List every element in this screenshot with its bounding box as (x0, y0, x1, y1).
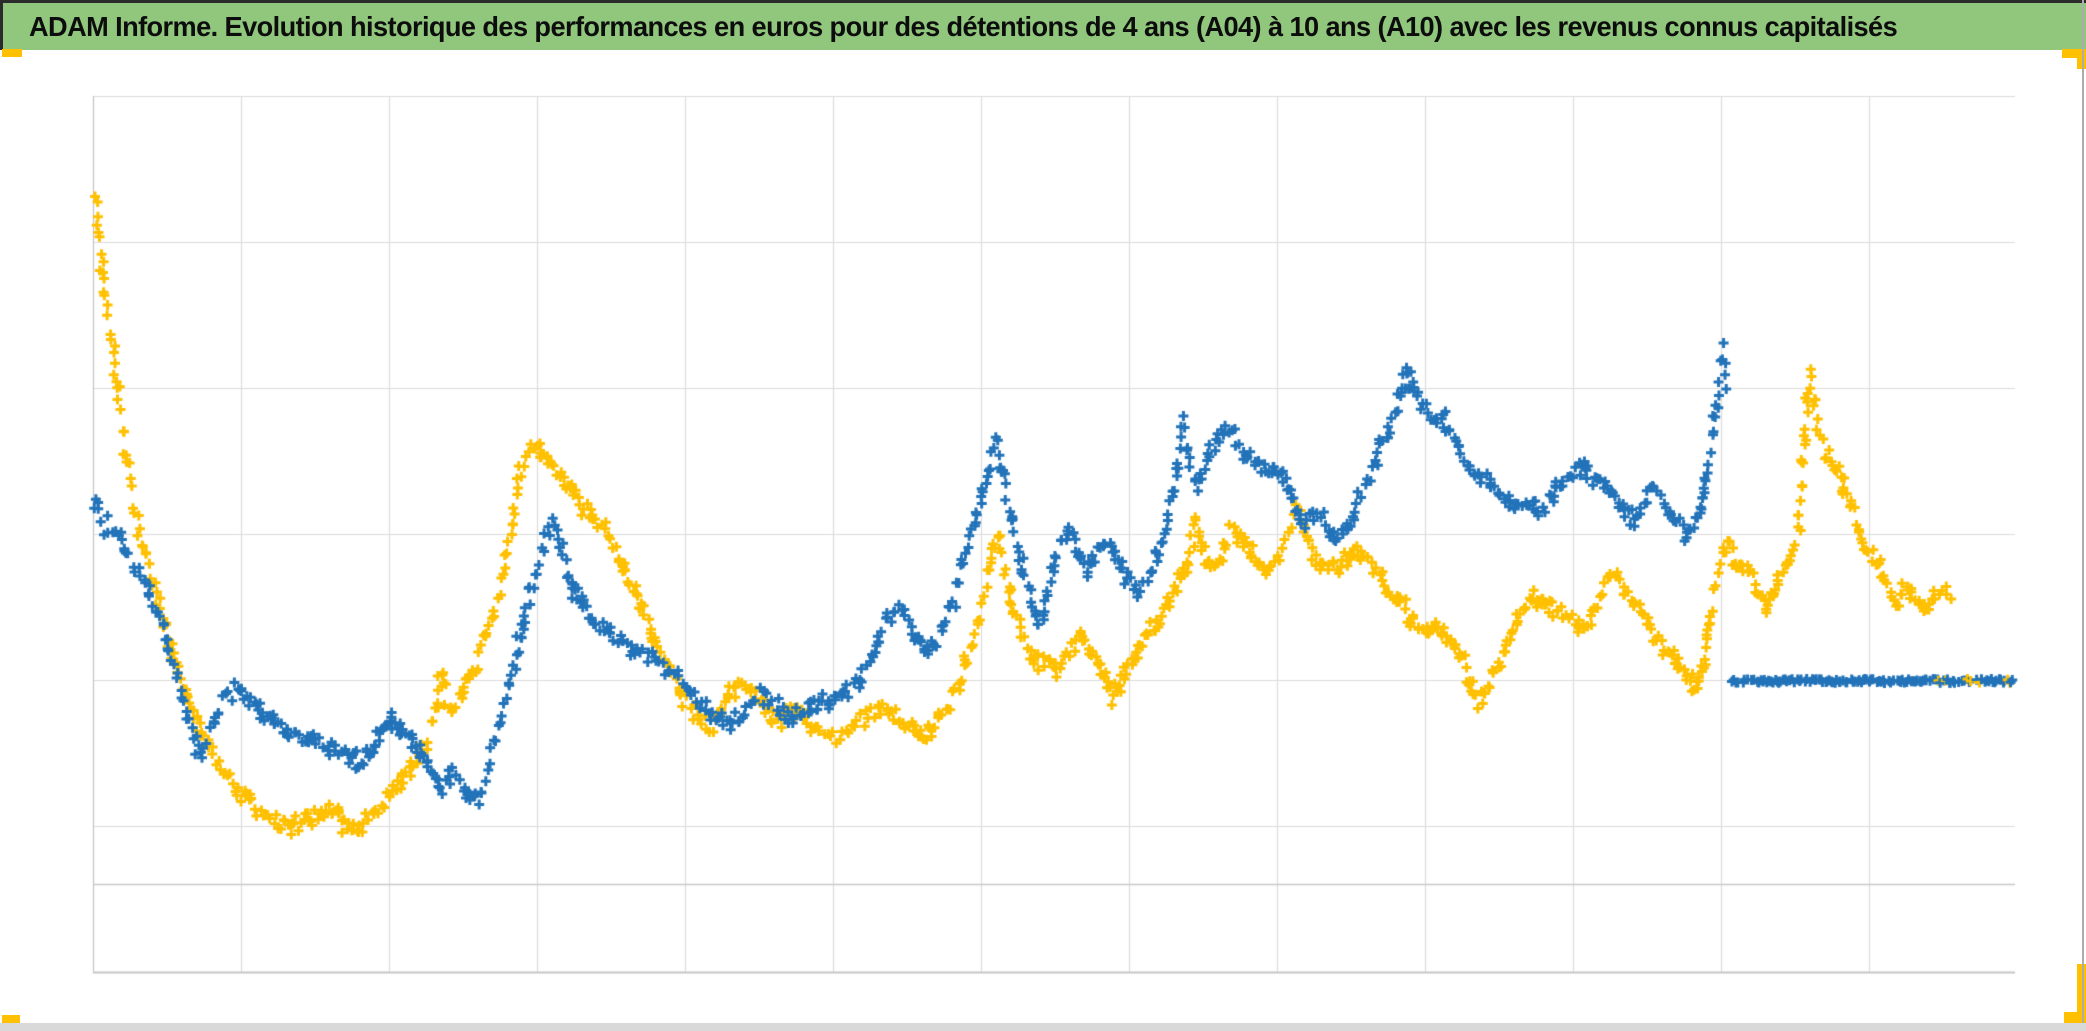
right-edge-line (2082, 0, 2084, 1024)
corner-mark-top-right-v (2077, 49, 2086, 69)
corner-mark-top-left (2, 49, 22, 57)
corner-mark-bottom-right-v (2077, 964, 2086, 1031)
bottom-strip (0, 1023, 2086, 1031)
corner-mark-top-right-h (2062, 49, 2086, 58)
